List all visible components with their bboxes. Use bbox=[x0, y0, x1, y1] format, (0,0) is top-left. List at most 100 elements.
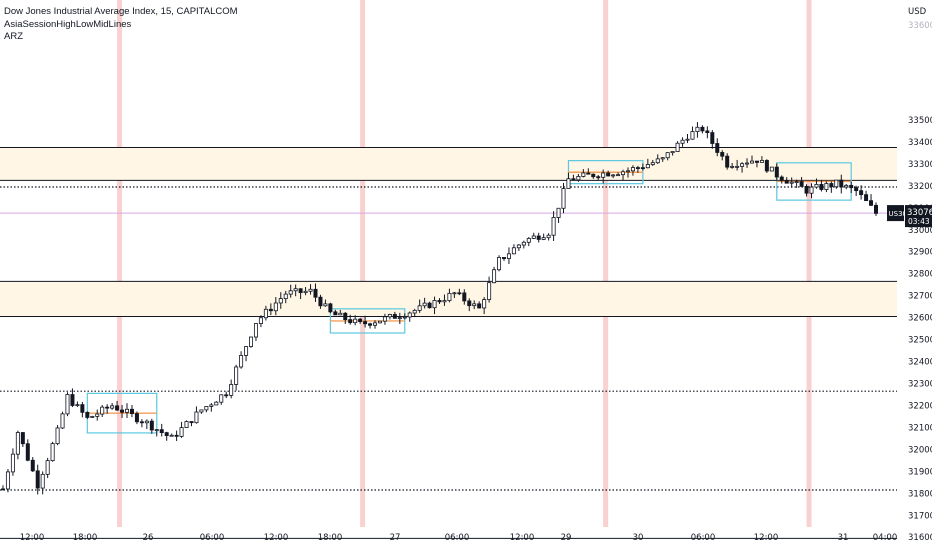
candle-body[interactable] bbox=[363, 321, 368, 325]
candle-body[interactable] bbox=[328, 303, 333, 313]
candle-body[interactable] bbox=[849, 184, 854, 189]
candle-body[interactable] bbox=[20, 432, 25, 445]
candle-body[interactable] bbox=[611, 174, 616, 177]
candle-body[interactable] bbox=[343, 312, 348, 321]
candle-body[interactable] bbox=[497, 257, 502, 271]
candle-body[interactable] bbox=[492, 269, 497, 284]
candle-body[interactable] bbox=[685, 138, 690, 141]
candle-body[interactable] bbox=[874, 204, 879, 214]
candle-body[interactable] bbox=[675, 142, 680, 152]
candle-body[interactable] bbox=[204, 406, 209, 411]
candle-body[interactable] bbox=[318, 296, 323, 307]
candle-body[interactable] bbox=[467, 300, 472, 307]
candle-body[interactable] bbox=[40, 473, 45, 489]
candle-body[interactable] bbox=[561, 188, 566, 209]
candle-body[interactable] bbox=[432, 300, 437, 309]
candle-body[interactable] bbox=[754, 160, 759, 163]
legend-indicator-arz[interactable]: ARZ bbox=[4, 31, 23, 42]
candle-body[interactable] bbox=[660, 157, 665, 160]
candle-body[interactable] bbox=[670, 151, 675, 154]
candle-body[interactable] bbox=[665, 152, 670, 159]
candle-body[interactable] bbox=[531, 235, 536, 239]
candle-body[interactable] bbox=[234, 366, 239, 385]
candle-body[interactable] bbox=[85, 411, 90, 418]
candle-body[interactable] bbox=[859, 190, 864, 196]
candle-body[interactable] bbox=[184, 421, 189, 429]
candle-body[interactable] bbox=[864, 194, 869, 202]
candle-body[interactable] bbox=[427, 302, 432, 309]
candle-body[interactable] bbox=[288, 290, 293, 295]
candle-body[interactable] bbox=[655, 158, 660, 164]
candle-body[interactable] bbox=[700, 126, 705, 132]
candle-body[interactable] bbox=[5, 471, 10, 490]
candle-body[interactable] bbox=[35, 470, 40, 489]
candle-body[interactable] bbox=[715, 143, 720, 153]
candle-body[interactable] bbox=[70, 394, 75, 406]
candle-body[interactable] bbox=[373, 322, 378, 326]
candle-body[interactable] bbox=[392, 314, 397, 319]
candle-body[interactable] bbox=[809, 186, 814, 194]
candle-body[interactable] bbox=[402, 316, 407, 319]
candle-body[interactable] bbox=[854, 187, 859, 192]
candle-body[interactable] bbox=[422, 302, 427, 307]
candle-body[interactable] bbox=[100, 406, 105, 415]
candle-body[interactable] bbox=[268, 308, 273, 312]
candle-body[interactable] bbox=[144, 420, 149, 424]
candle-body[interactable] bbox=[690, 131, 695, 140]
candle-body[interactable] bbox=[10, 453, 15, 473]
candle-body[interactable] bbox=[253, 323, 258, 338]
candle-body[interactable] bbox=[720, 152, 725, 157]
candle-body[interactable] bbox=[219, 394, 224, 403]
candle-body[interactable] bbox=[472, 303, 477, 307]
candle-body[interactable] bbox=[442, 300, 447, 303]
candle-body[interactable] bbox=[834, 179, 839, 188]
candle-body[interactable] bbox=[229, 384, 234, 396]
candle-body[interactable] bbox=[55, 427, 60, 445]
candle-body[interactable] bbox=[839, 179, 844, 188]
candle-body[interactable] bbox=[30, 459, 35, 472]
candle-body[interactable] bbox=[224, 394, 229, 397]
candle-body[interactable] bbox=[214, 401, 219, 406]
candle-body[interactable] bbox=[244, 346, 249, 356]
candle-body[interactable] bbox=[759, 160, 764, 163]
candle-body[interactable] bbox=[794, 181, 799, 183]
candle-body[interactable] bbox=[273, 302, 278, 312]
candle-body[interactable] bbox=[556, 207, 561, 218]
candle-body[interactable] bbox=[749, 160, 754, 164]
candle-body[interactable] bbox=[789, 181, 794, 184]
candle-body[interactable] bbox=[134, 413, 139, 423]
candle-body[interactable] bbox=[501, 257, 506, 260]
candle-body[interactable] bbox=[199, 409, 204, 413]
candle-body[interactable] bbox=[303, 290, 308, 294]
candle-body[interactable] bbox=[635, 167, 640, 169]
candle-body[interactable] bbox=[382, 316, 387, 322]
candle-body[interactable] bbox=[129, 408, 134, 414]
candle-body[interactable] bbox=[249, 336, 254, 347]
candle-body[interactable] bbox=[541, 237, 546, 240]
candle-body[interactable] bbox=[298, 288, 303, 294]
candle-body[interactable] bbox=[15, 432, 20, 455]
candle-body[interactable] bbox=[551, 217, 556, 236]
candle-body[interactable] bbox=[0, 488, 6, 491]
candle-body[interactable] bbox=[764, 160, 769, 172]
candle-body[interactable] bbox=[526, 238, 531, 243]
candle-body[interactable] bbox=[159, 429, 164, 433]
candle-body[interactable] bbox=[169, 434, 174, 437]
candle-body[interactable] bbox=[95, 413, 100, 417]
candle-body[interactable] bbox=[45, 460, 50, 475]
candle-body[interactable] bbox=[819, 183, 824, 190]
candle-body[interactable] bbox=[606, 172, 611, 177]
candle-body[interactable] bbox=[283, 293, 288, 299]
candle-body[interactable] bbox=[293, 288, 298, 292]
candle-body[interactable] bbox=[25, 443, 30, 461]
candle-body[interactable] bbox=[680, 139, 685, 144]
candle-body[interactable] bbox=[546, 234, 551, 239]
candle-body[interactable] bbox=[616, 174, 621, 177]
candle-body[interactable] bbox=[105, 406, 110, 409]
candle-body[interactable] bbox=[75, 404, 80, 407]
candle-body[interactable] bbox=[239, 355, 244, 368]
candle-body[interactable] bbox=[278, 298, 283, 304]
candle-body[interactable] bbox=[695, 126, 700, 132]
candle-body[interactable] bbox=[769, 166, 774, 172]
candle-body[interactable] bbox=[774, 166, 779, 178]
